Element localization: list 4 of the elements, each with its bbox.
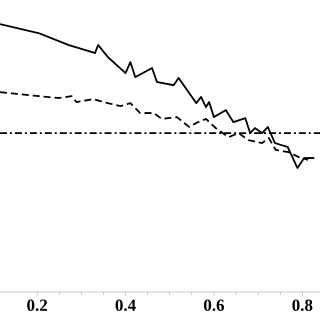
x-tick-label: 0.8 — [292, 300, 312, 311]
x-tick-label: 0.2 — [27, 300, 47, 311]
x-tick-label: 0.6 — [204, 300, 224, 311]
x-tick-label: 0.4 — [116, 300, 136, 311]
